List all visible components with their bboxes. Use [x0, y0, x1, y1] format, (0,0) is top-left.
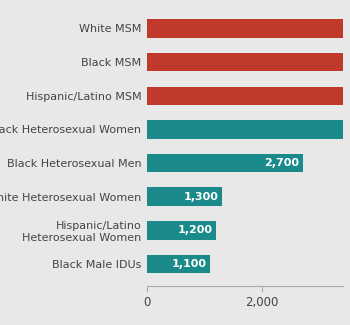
Bar: [147, 120, 350, 139]
Text: 2,700: 2,700: [264, 158, 299, 168]
Text: 1,100: 1,100: [172, 259, 207, 269]
Bar: [147, 19, 350, 38]
Bar: [147, 86, 350, 105]
Bar: [147, 221, 216, 240]
Bar: [147, 255, 210, 273]
Bar: [147, 154, 303, 172]
Bar: [147, 53, 350, 72]
Text: 1,300: 1,300: [184, 192, 218, 202]
Text: 1,200: 1,200: [178, 225, 213, 235]
Bar: [147, 188, 222, 206]
